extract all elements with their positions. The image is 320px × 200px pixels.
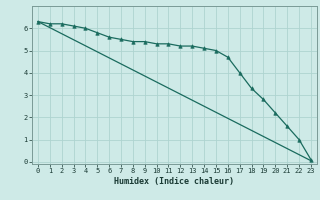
X-axis label: Humidex (Indice chaleur): Humidex (Indice chaleur) bbox=[115, 177, 234, 186]
